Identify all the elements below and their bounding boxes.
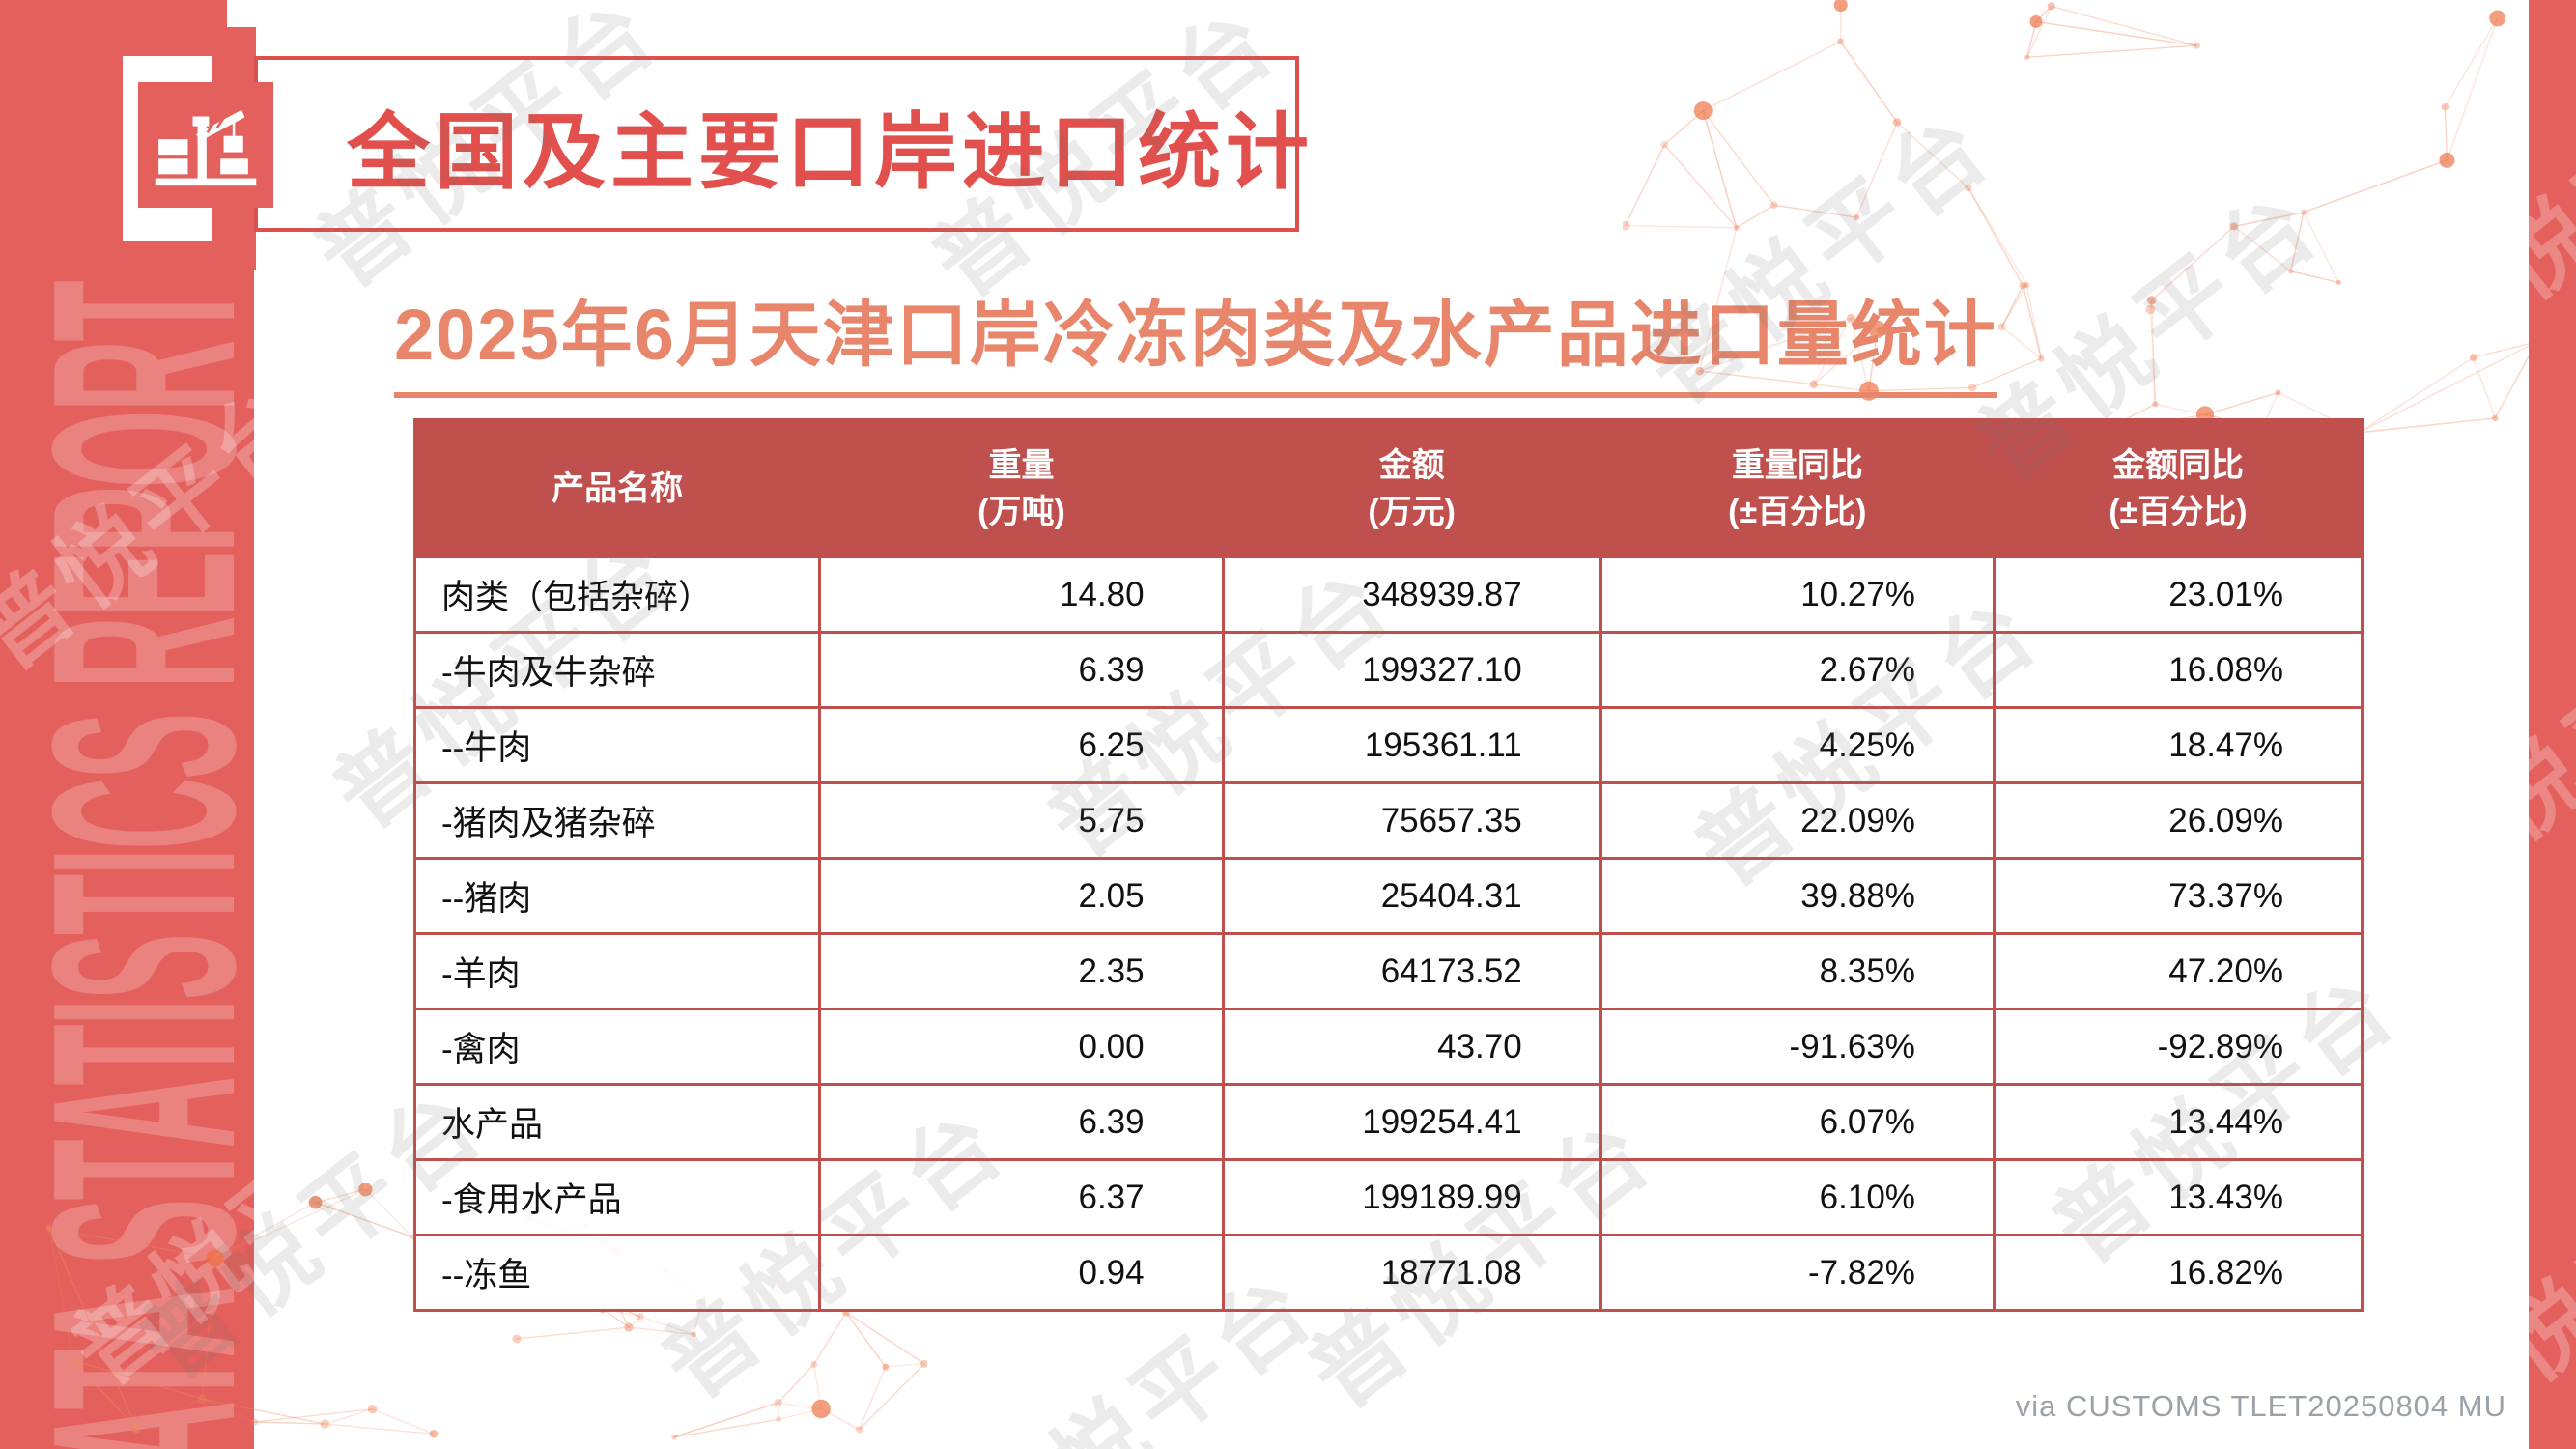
amount-yoy-cell: 13.43% [1992,1158,2364,1236]
table-row: -猪肉及猪杂碎 5.75 75657.35 22.09% 26.09% [412,781,2364,860]
amount-yoy-cell: 18.47% [1992,706,2364,784]
amount-yoy-cell: 47.20% [1992,932,2364,1010]
left-sidebar-wide: DATA STATISTICS REPORT 普悦平台 普悦平台 [0,242,254,1449]
weight-cell: 5.75 [818,781,1225,860]
column-header-amount-yoy: 金额同比 (±百分比) [1992,418,2364,558]
column-header-weight-yoy: 重量同比 (±百分比) [1599,418,1996,558]
weight-yoy-cell: -7.82% [1599,1234,1996,1312]
watermark: 普悦平台 [2529,1136,2576,1449]
table-row: 水产品 6.39 199254.41 6.07% 13.44% [412,1083,2364,1161]
amount-cell: 199254.41 [1221,1083,1602,1161]
amount-cell: 199327.10 [1221,631,1602,709]
weight-yoy-cell: 8.35% [1599,932,1996,1010]
import-statistics-table-wrap: 产品名称 重量 (万吨) 金额 (万元) 重量同比 (±百分比) 金额同比 (±百分比)… [412,418,2364,1312]
weight-yoy-cell: -91.63% [1599,1008,1996,1086]
weight-cell: 6.39 [818,631,1225,709]
weight-cell: 6.25 [818,706,1225,784]
product-name-cell: -羊肉 [412,932,822,1010]
product-name-cell: -猪肉及猪杂碎 [412,781,822,860]
weight-yoy-cell: 39.88% [1599,857,1996,935]
weight-yoy-cell: 10.27% [1599,555,1996,634]
amount-yoy-cell: 16.08% [1992,631,2364,709]
weight-yoy-cell: 2.67% [1599,631,1996,709]
amount-cell: 348939.87 [1221,555,1602,634]
amount-cell: 64173.52 [1221,932,1602,1010]
weight-cell: 2.35 [818,932,1225,1010]
table-row: --牛肉 6.25 195361.11 4.25% 18.47% [412,706,2364,784]
product-name-cell: --牛肉 [412,706,822,784]
amount-yoy-cell: 73.37% [1992,857,2364,935]
table-row: -禽肉 0.00 43.70 -91.63% -92.89% [412,1008,2364,1086]
top-left-red-block: DATA STATISTICS REPORT [0,0,227,56]
table-row: 肉类（包括杂碎） 14.80 348939.87 10.27% 23.01% [412,555,2364,634]
weight-cell: 2.05 [818,857,1225,935]
column-header-amount: 金额 (万元) [1221,418,1602,558]
table-row: --猪肉 2.05 25404.31 39.88% 73.37% [412,857,2364,935]
weight-yoy-cell: 6.07% [1599,1083,1996,1161]
amount-yoy-cell: -92.89% [1992,1008,2364,1086]
amount-cell: 75657.35 [1221,781,1602,860]
sidebar-vertical-text: DATA STATISTICS REPORT [0,0,227,56]
amount-cell: 25404.31 [1221,857,1602,935]
amount-yoy-cell: 13.44% [1992,1083,2364,1161]
table-row: -羊肉 2.35 64173.52 8.35% 47.20% [412,932,2364,1010]
product-name-cell: -牛肉及牛杂碎 [412,631,822,709]
import-statistics-table: 产品名称 重量 (万吨) 金额 (万元) 重量同比 (±百分比) 金额同比 (±百分比)… [412,418,2364,1312]
page-title: 全国及主要口岸进口统计 [347,105,1314,199]
amount-cell: 199189.99 [1221,1158,1602,1236]
amount-yoy-cell: 26.09% [1992,781,2364,860]
table-header-row: 产品名称 重量 (万吨) 金额 (万元) 重量同比 (±百分比) 金额同比 (±百分比) [412,418,2364,558]
product-name-cell: 肉类（包括杂碎） [412,555,822,634]
table-title: 2025年6月天津口岸冷冻肉类及水产品进口量统计 [394,277,1997,398]
product-name-cell: --冻鱼 [412,1234,822,1312]
weight-yoy-cell: 4.25% [1599,706,1996,784]
product-name-cell: --猪肉 [412,857,822,935]
weight-cell: 6.39 [818,1083,1225,1161]
table-row: --冻鱼 0.94 18771.08 -7.82% 16.82% [412,1234,2364,1312]
amount-cell: 43.70 [1221,1008,1602,1086]
column-header-weight: 重量 (万吨) [818,418,1225,558]
product-name-cell: 水产品 [412,1083,822,1161]
watermark: 普悦平台 [2529,595,2576,922]
port-crane-icon-badge [138,82,273,208]
weight-cell: 6.37 [818,1158,1225,1236]
port-crane-icon [155,109,257,186]
weight-cell: 0.94 [818,1234,1225,1312]
product-name-cell: -食用水产品 [412,1158,822,1236]
amount-yoy-cell: 23.01% [1992,555,2364,634]
footer-credit: via CUSTOMS TLET20250804 MU [2015,1389,2506,1423]
right-edge-red-bar: 普悦平台 普悦平台 普悦平台 [2529,0,2576,1449]
column-header-product-name: 产品名称 [412,418,822,558]
amount-cell: 195361.11 [1221,706,1602,784]
header-banner: 全国及主要口岸进口统计 [254,56,1309,232]
weight-yoy-cell: 22.09% [1599,781,1996,860]
amount-yoy-cell: 16.82% [1992,1234,2364,1312]
weight-cell: 0.00 [818,1008,1225,1086]
table-row: -牛肉及牛杂碎 6.39 199327.10 2.67% 16.08% [412,631,2364,709]
amount-cell: 18771.08 [1221,1234,1602,1312]
weight-cell: 14.80 [818,555,1225,634]
product-name-cell: -禽肉 [412,1008,822,1086]
table-row: -食用水产品 6.37 199189.99 6.10% 13.43% [412,1158,2364,1236]
watermark: 普悦平台 [2529,54,2576,381]
weight-yoy-cell: 6.10% [1599,1158,1996,1236]
